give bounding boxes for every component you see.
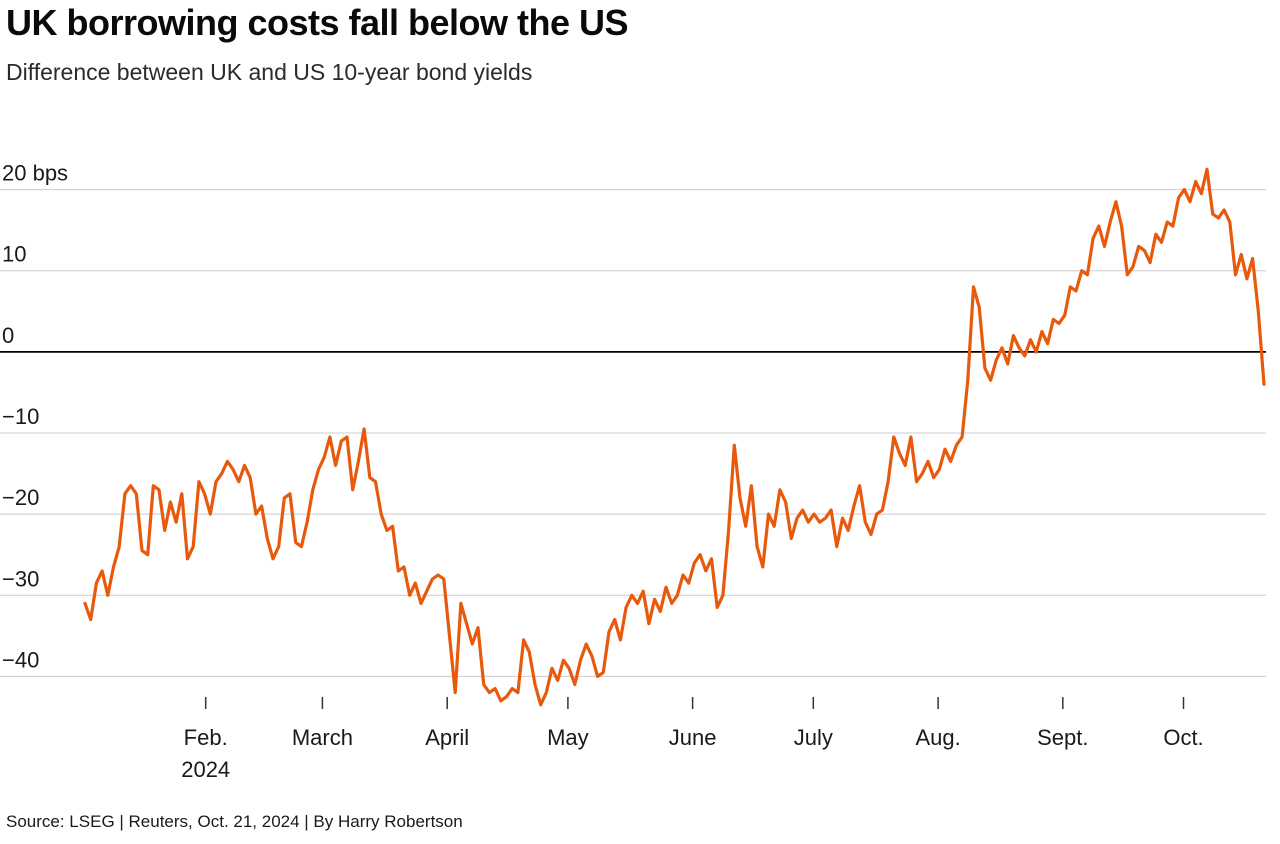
x-axis-label: July (794, 725, 833, 750)
x-axis-label: June (669, 725, 717, 750)
chart-area: 20 bps 10 0 −10 −20 −30 −40 Feb. 2024 March April M… (0, 99, 1280, 789)
x-axis-label: April (425, 725, 469, 750)
x-axis-label: Feb. (184, 725, 228, 750)
x-axis-year-label: 2024 (181, 757, 230, 782)
x-axis-label: Aug. (915, 725, 960, 750)
y-axis-label: −20 (2, 485, 39, 510)
x-axis-label: Oct. (1163, 725, 1203, 750)
y-axis-label: −40 (2, 647, 39, 672)
source-note: Source: LSEG | Reuters, Oct. 21, 2024 | … (6, 812, 463, 831)
y-axis-label: 0 (2, 323, 14, 348)
chart-header: UK borrowing costs fall below the US Dif… (0, 0, 1280, 87)
chart-title: UK borrowing costs fall below the US (6, 2, 629, 43)
y-axis-label: 20 bps (2, 161, 68, 186)
y-axis-label: −10 (2, 404, 39, 429)
y-axis-label: −30 (2, 566, 39, 591)
yield-spread-line (83, 167, 1266, 707)
x-axis-label: May (547, 725, 589, 750)
chart-footer: Source: LSEG | Reuters, Oct. 21, 2024 | … (0, 812, 1280, 844)
x-axis-label: Sept. (1037, 725, 1088, 750)
y-axis-label: 10 (2, 242, 26, 267)
x-axis-label: March (292, 725, 353, 750)
chart-subtitle: Difference between UK and US 10-year bon… (6, 59, 533, 86)
line-chart-svg: 20 bps 10 0 −10 −20 −30 −40 Feb. 2024 March April M… (0, 161, 1266, 782)
